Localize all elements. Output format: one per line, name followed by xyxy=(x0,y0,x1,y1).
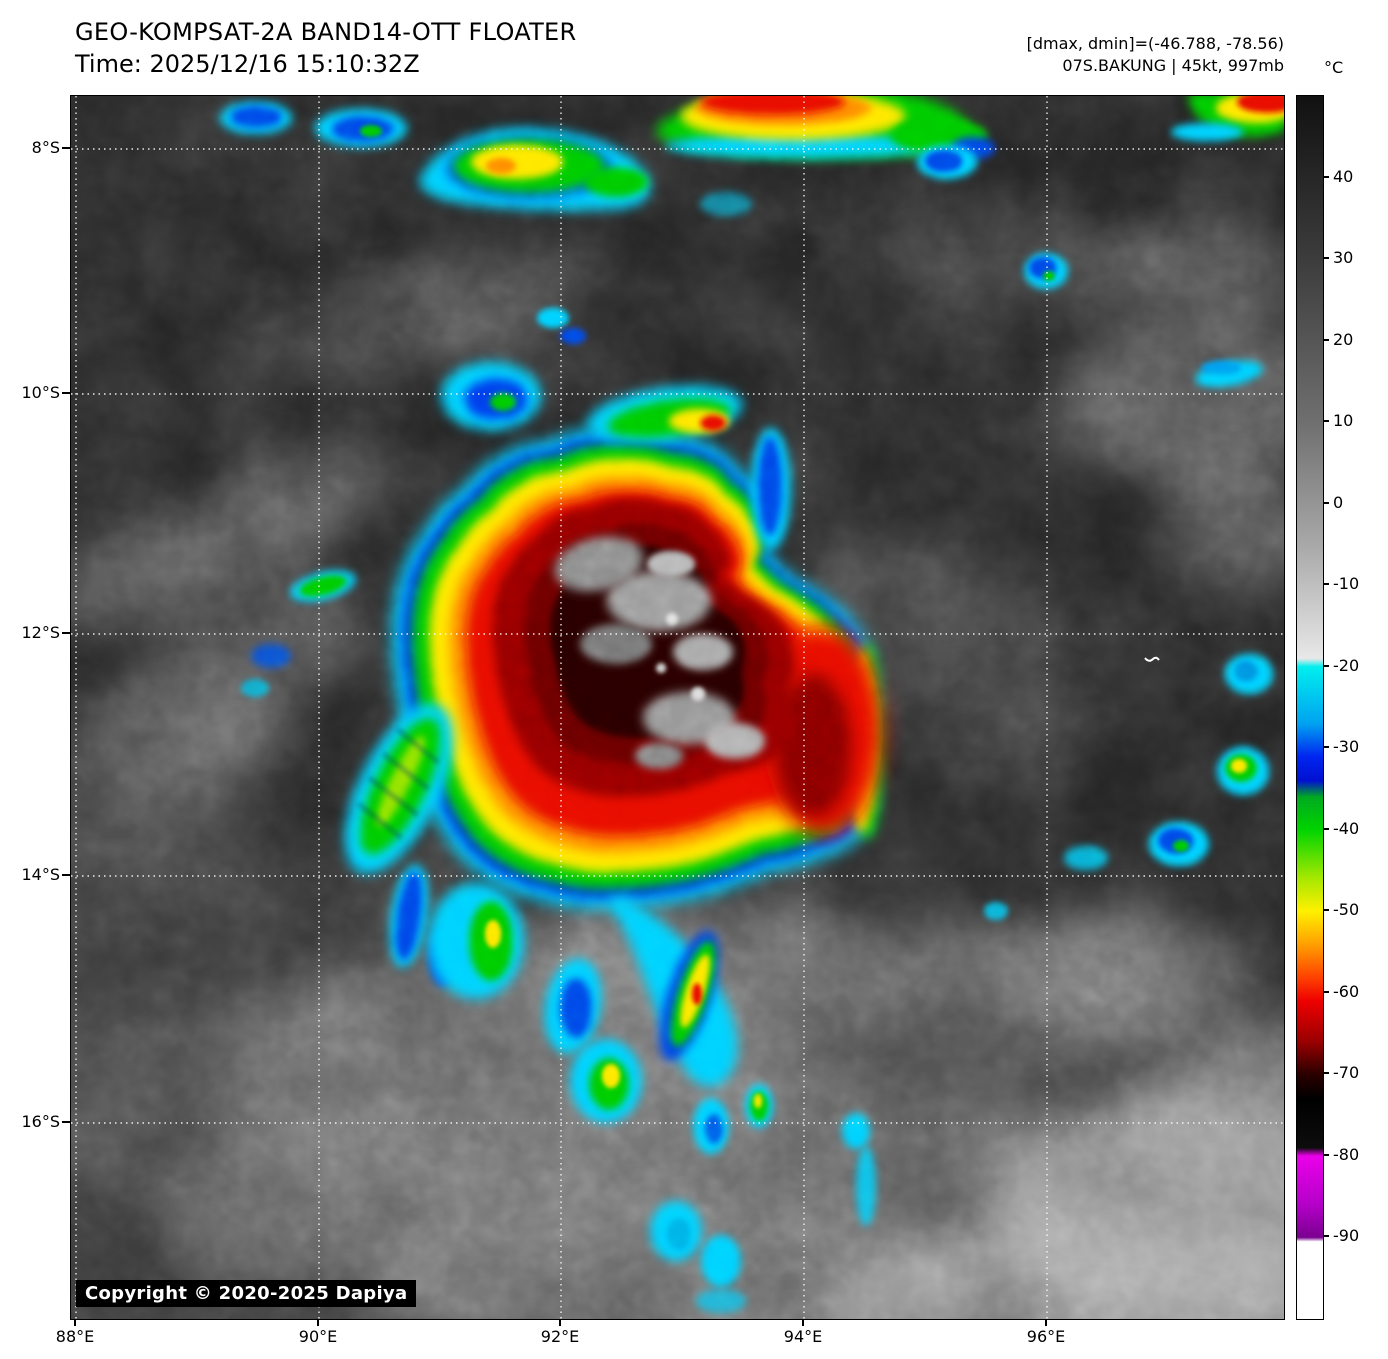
colorbar-tick-label: 10 xyxy=(1333,411,1354,431)
lat-tick-mark xyxy=(62,147,70,149)
lon-tick-mark xyxy=(1045,1319,1047,1326)
colorbar-tick-label: -50 xyxy=(1333,900,1360,920)
colorbar-tick-label: 40 xyxy=(1333,166,1354,186)
lon-tick-mark xyxy=(317,1319,319,1326)
colorbar-tick-label: 30 xyxy=(1333,248,1354,268)
colorbar-tick-label: -80 xyxy=(1333,1144,1360,1164)
grid-lines xyxy=(71,96,1284,1319)
dmax-dmin-readout: [dmax, dmin]=(-46.788, -78.56) xyxy=(1026,34,1284,53)
longitude-tick-label: 88°E xyxy=(55,1327,95,1346)
latitude-tick-label: 8°S xyxy=(31,138,60,157)
figure-time: Time: 2025/12/16 15:10:32Z xyxy=(75,50,420,78)
readout-block: [dmax, dmin]=(-46.788, -78.56) 07S.BAKUN… xyxy=(1027,33,1284,77)
island-outline xyxy=(1144,656,1160,662)
colorbar-tick-label: -90 xyxy=(1333,1226,1360,1246)
storm-info-readout: 07S.BAKUNG | 45kt, 997mb xyxy=(1062,56,1284,75)
colorbar-tick-label: 0 xyxy=(1333,492,1344,512)
lon-tick-mark xyxy=(74,1319,76,1326)
longitude-tick-label: 94°E xyxy=(783,1327,823,1346)
colorbar-tick-label: -70 xyxy=(1333,1063,1360,1083)
colorbar-tick-label: -20 xyxy=(1333,655,1360,675)
lon-tick-mark xyxy=(559,1319,561,1326)
latitude-tick-label: 12°S xyxy=(21,623,60,642)
figure-title: GEO-KOMPSAT-2A BAND14-OTT FLOATER xyxy=(75,18,577,46)
longitude-tick-label: 96°E xyxy=(1026,1327,1066,1346)
lat-tick-mark xyxy=(62,874,70,876)
colorbar-unit-label: °C xyxy=(1324,58,1344,77)
lat-tick-mark xyxy=(62,1121,70,1123)
copyright-label: Copyright © 2020-2025 Dapiya xyxy=(76,1280,417,1307)
colorbar-tick-label: -30 xyxy=(1333,737,1360,757)
latitude-tick-label: 10°S xyxy=(21,383,60,402)
latitude-tick-label: 16°S xyxy=(21,1112,60,1131)
colorbar-tick-label: -10 xyxy=(1333,574,1360,594)
colorbar-tick-label: -60 xyxy=(1333,981,1360,1001)
colorbar xyxy=(1296,95,1324,1320)
longitude-tick-label: 90°E xyxy=(298,1327,338,1346)
satellite-map: Copyright © 2020-2025 Dapiya xyxy=(70,95,1285,1320)
latitude-tick-label: 14°S xyxy=(21,865,60,884)
lon-tick-mark xyxy=(802,1319,804,1326)
longitude-tick-label: 92°E xyxy=(540,1327,580,1346)
colorbar-tick-label: -40 xyxy=(1333,818,1360,838)
storm-imagery-svg xyxy=(71,96,1284,1319)
lat-tick-mark xyxy=(62,632,70,634)
colorbar-tick-label: 20 xyxy=(1333,329,1354,349)
lat-tick-mark xyxy=(62,392,70,394)
